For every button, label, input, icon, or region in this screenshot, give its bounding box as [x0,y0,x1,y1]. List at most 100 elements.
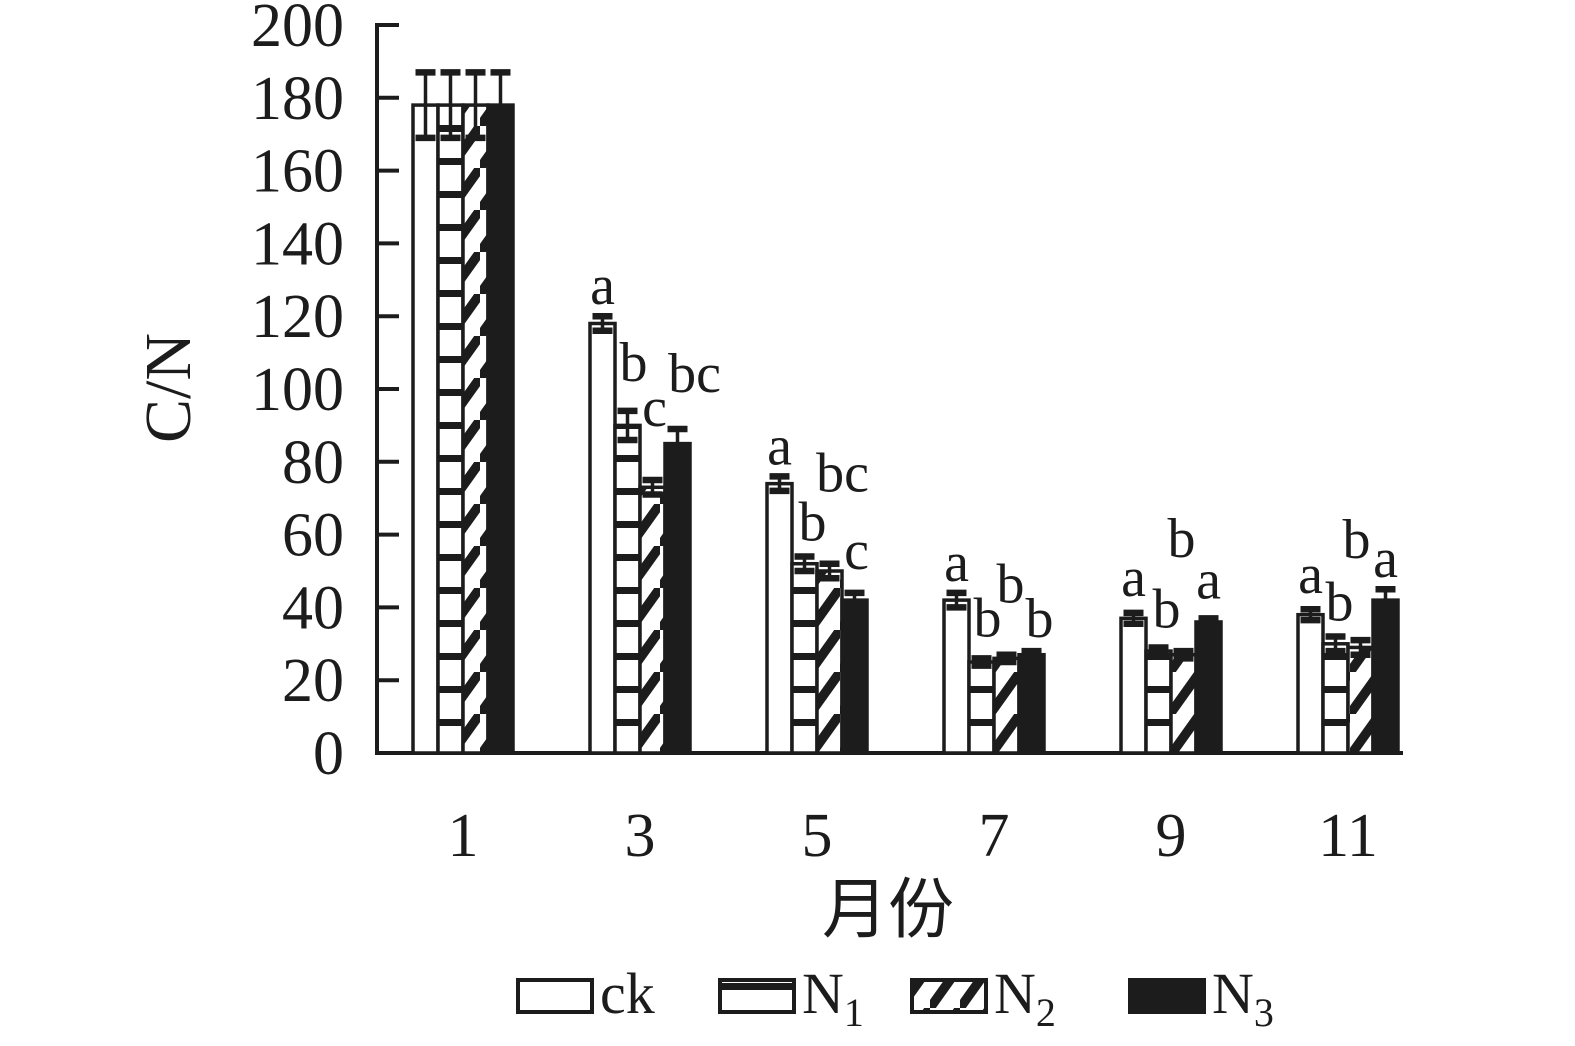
error-bar-ck-month-1 [415,69,436,142]
y-tick-label-20: 20 [282,647,344,715]
legend-label-subscript: 2 [1036,990,1056,1035]
legend-swatch-N1 [718,978,796,1014]
legend-label-N2: N2 [994,961,1056,1035]
legend-label-N1: N1 [802,961,864,1035]
legend-item-N1: N1 [718,961,864,1035]
bar-N2-month-9 [1169,652,1198,755]
legend-swatch-ck [516,978,594,1014]
sig-letter-N2-month-3: c [642,377,667,439]
bar-ck-month-5 [765,481,794,755]
y-tick-label-0: 0 [313,720,344,788]
y-tick-label-80: 80 [282,429,344,497]
legend: ck N1 N2 N3 [516,961,1274,1035]
error-bar-ck-month-7 [946,589,967,611]
y-tick-label-60: 60 [282,502,344,570]
error-bar-N3-month-9 [1198,615,1219,629]
error-bar-N2-month-3 [642,476,663,498]
x-tick-label-1: 1 [448,802,479,870]
sig-letter-N3-month-7: b [1026,588,1054,650]
sig-letter-N2-month-5: bc [816,443,869,505]
sig-letter-N1-month-3: b [620,332,648,394]
bar-N3-month-7 [1017,652,1046,755]
x-tick-label-7: 7 [979,802,1010,870]
error-bar-ck-month-5 [769,473,790,495]
sig-letter-ck-month-11: a [1298,544,1323,606]
legend-item-N2: N2 [910,961,1056,1035]
sig-letter-ck-month-9: a [1121,547,1146,609]
legend-item-N3: N3 [1128,961,1274,1035]
legend-label-N3: N3 [1212,961,1274,1035]
bar-N3-month-5 [840,598,869,755]
sig-letter-N2-month-7: b [997,554,1025,616]
bar-N3-month-1 [486,103,515,755]
error-bar-N2-month-5 [819,560,840,582]
sig-letter-ck-month-7: a [944,532,969,594]
sig-letter-N2-month-11: b [1343,509,1371,571]
bar-ck-month-3 [588,321,617,755]
y-tick-label-160: 160 [251,138,344,206]
bar-N2-month-5 [815,569,844,755]
error-bar-N3-month-3 [667,425,688,462]
sig-letter-N1-month-5: b [799,491,827,553]
error-bar-N3-month-5 [844,589,865,611]
error-bar-N3-month-11 [1375,585,1396,615]
error-bar-N2-month-1 [465,69,486,142]
sig-letter-ck-month-3: a [590,255,615,317]
error-bar-ck-month-11 [1300,605,1321,624]
error-bar-N1-month-1 [440,69,461,142]
y-tick-label-40: 40 [282,574,344,642]
error-bar-N1-month-7 [971,655,992,669]
legend-label-subscript: 3 [1254,990,1274,1035]
bar-ck-month-11 [1296,612,1325,755]
y-tick-label-200: 200 [251,0,344,60]
legend-label-base: ck [600,961,655,1026]
error-bar-N1-month-9 [1148,644,1169,658]
x-tick-label-5: 5 [802,802,833,870]
error-bar-ck-month-9 [1123,609,1144,628]
bar-ck-month-9 [1119,616,1148,755]
legend-label-base: N [994,961,1036,1026]
y-tick-label-100: 100 [251,356,344,424]
bar-N2-month-11 [1346,645,1375,755]
bar-N3-month-9 [1194,620,1223,755]
sig-letter-N2-month-9: b [1168,508,1196,570]
legend-label-base: N [802,961,844,1026]
sig-letter-ck-month-5: a [767,415,792,477]
bar-N1-month-1 [436,103,465,755]
error-bar-ck-month-3 [592,312,613,335]
error-bar-N2-month-11 [1350,636,1371,658]
legend-swatch-N3 [1128,978,1206,1014]
x-axis-title: 月份 [822,874,954,947]
error-bar-N1-month-11 [1325,633,1346,655]
bar-N3-month-11 [1371,598,1400,755]
legend-label-ck: ck [600,961,655,1026]
legend-label-base: N [1212,961,1254,1026]
sig-letter-N1-month-7: b [974,587,1002,649]
bar-N1-month-3 [613,423,642,755]
legend-item-ck: ck [516,961,655,1026]
bar-N3-month-3 [663,441,692,755]
bar-N2-month-1 [461,103,490,755]
error-bar-N3-month-7 [1021,647,1042,662]
bar-N1-month-11 [1321,642,1350,755]
sig-letter-N3-month-11: a [1373,528,1398,590]
x-tick-label-9: 9 [1156,802,1187,870]
y-tick-label-140: 140 [251,210,344,278]
error-bar-N2-month-9 [1173,647,1194,662]
y-tick-label-120: 120 [251,283,344,351]
y-tick-label-180: 180 [251,65,344,133]
sig-letter-N1-month-9: b [1153,578,1181,640]
x-tick-label-3: 3 [625,802,656,870]
error-bar-N2-month-7 [996,651,1017,666]
bar-N1-month-9 [1144,649,1173,755]
bar-N2-month-7 [992,656,1021,755]
legend-swatch-N2 [910,978,988,1014]
bar-ck-month-7 [942,598,971,755]
error-bar-N1-month-5 [794,553,815,575]
bar-N2-month-3 [638,485,667,755]
bar-N1-month-7 [967,660,996,755]
x-tick-label-11: 11 [1318,802,1378,870]
